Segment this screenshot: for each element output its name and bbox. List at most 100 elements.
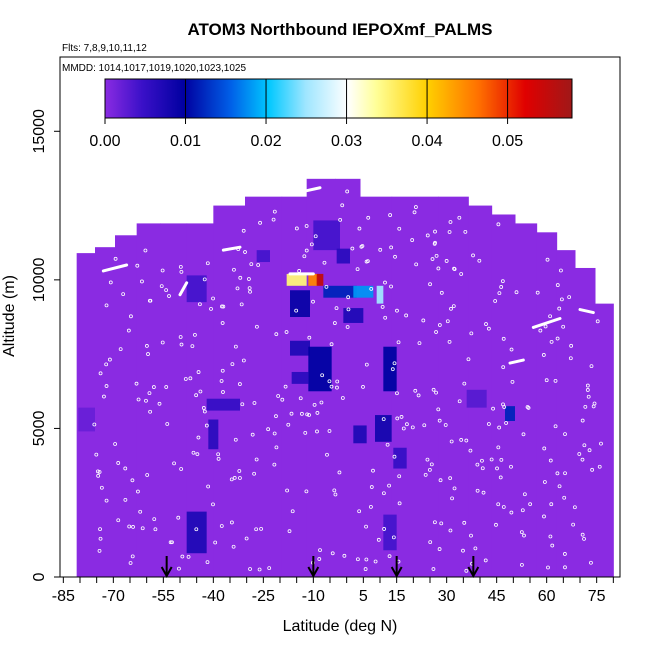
sample-point	[395, 308, 399, 313]
heatmap-cell	[186, 275, 207, 303]
colorbar-tick-label: 0.02	[250, 133, 281, 150]
heatmap-cell	[313, 220, 340, 251]
sample-point	[429, 462, 434, 467]
sample-point	[274, 414, 278, 419]
sample-point	[365, 259, 370, 264]
sample-point	[284, 330, 289, 334]
sample-point	[126, 328, 131, 333]
sample-point	[464, 438, 469, 443]
sample-point	[191, 450, 196, 455]
sample-point	[129, 314, 133, 319]
sample-point	[382, 527, 387, 531]
sample-point	[387, 483, 391, 488]
colorbar: 0.00 0.01 0.02 0.03 0.04 0.05	[89, 78, 573, 150]
sample-point	[108, 357, 112, 362]
sample-point	[294, 308, 299, 313]
sample-point	[102, 394, 106, 399]
envelope-column	[491, 214, 516, 577]
sample-point	[220, 321, 225, 325]
sample-point	[342, 553, 347, 558]
sample-point	[499, 457, 504, 462]
sample-point	[290, 509, 295, 514]
sample-point	[168, 540, 173, 545]
heatmap-cell	[505, 406, 515, 421]
sample-point	[497, 291, 502, 296]
sample-point	[501, 505, 506, 509]
sample-point	[274, 445, 279, 450]
sample-point	[164, 288, 169, 293]
sample-point	[599, 441, 603, 446]
sample-point	[433, 240, 437, 245]
sample-point	[557, 306, 562, 311]
heatmap-cell	[316, 273, 324, 286]
sample-point	[160, 268, 165, 273]
sample-point	[381, 491, 386, 496]
sample-point	[151, 385, 156, 389]
heatmap-cell	[290, 340, 310, 356]
sample-point	[202, 277, 207, 282]
sample-point	[361, 385, 365, 389]
sample-point	[233, 437, 238, 442]
sample-point	[327, 429, 332, 433]
sample-point	[256, 263, 261, 267]
sample-point	[553, 378, 558, 383]
sample-point	[401, 426, 406, 431]
sample-point	[248, 289, 252, 294]
sample-point	[381, 417, 386, 422]
sample-point	[577, 452, 582, 456]
sample-point	[211, 502, 215, 507]
sample-point	[283, 384, 288, 389]
sample-point	[548, 534, 553, 539]
flight-track-segment	[101, 263, 129, 273]
sample-point	[198, 389, 203, 394]
sample-point	[387, 554, 392, 559]
flight-track-segment	[578, 308, 595, 315]
sample-point	[216, 456, 221, 461]
sample-point	[333, 492, 338, 497]
sample-point	[180, 554, 185, 559]
sample-point	[572, 505, 577, 510]
sample-point	[563, 471, 567, 476]
sample-point	[542, 446, 547, 451]
sample-point	[582, 536, 586, 541]
sample-point	[364, 557, 369, 562]
sample-point	[364, 524, 368, 529]
sample-point	[194, 393, 199, 398]
heatmap-cell	[308, 346, 332, 392]
sample-point	[428, 282, 432, 287]
sample-point	[553, 424, 558, 429]
sample-point	[392, 361, 397, 366]
sample-point	[247, 277, 251, 281]
sample-point	[448, 476, 453, 481]
sample-point	[542, 514, 546, 519]
sample-point	[250, 432, 255, 437]
sample-point	[443, 423, 448, 427]
sample-point	[546, 565, 550, 570]
sample-point	[589, 560, 593, 565]
sample-point	[243, 250, 247, 254]
sample-point	[259, 526, 264, 531]
sample-point	[221, 304, 226, 309]
sample-point	[324, 285, 329, 289]
sample-point	[433, 520, 437, 525]
envelope-column	[595, 303, 614, 577]
sample-point	[366, 215, 371, 220]
sample-point	[477, 258, 482, 263]
sample-point	[543, 324, 548, 329]
sample-point	[425, 457, 430, 462]
sample-point	[450, 496, 454, 501]
sample-point	[238, 382, 242, 386]
colorbar-gradient	[104, 78, 573, 119]
sample-point	[304, 224, 309, 228]
sample-point	[232, 476, 237, 480]
sample-point	[350, 246, 355, 251]
envelope-column	[160, 223, 188, 577]
colorbar-tick-label: 0.03	[331, 133, 362, 150]
sample-point	[448, 528, 453, 533]
sample-point	[585, 383, 590, 388]
sample-point	[509, 464, 513, 469]
sample-point	[462, 381, 467, 386]
sample-point	[423, 472, 428, 477]
sample-point	[332, 321, 337, 325]
sample-point	[428, 540, 433, 545]
